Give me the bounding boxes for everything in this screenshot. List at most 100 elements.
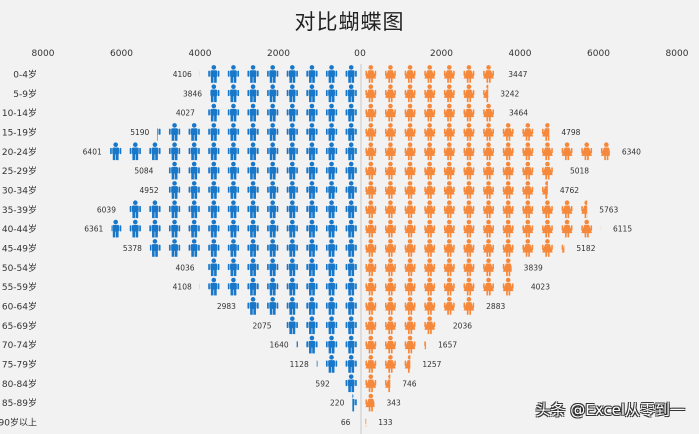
female-person-icon bbox=[404, 258, 416, 277]
male-person-icon bbox=[267, 65, 279, 83]
male-person-icon bbox=[247, 181, 259, 199]
female-person-icon bbox=[404, 161, 416, 180]
male-person-icon bbox=[345, 239, 357, 257]
female-person-icon bbox=[385, 239, 396, 257]
female-value-label: 746 bbox=[402, 379, 417, 388]
male-person-icon bbox=[168, 123, 181, 141]
female-person-icon bbox=[581, 200, 588, 219]
category-label: 5-9岁 bbox=[13, 88, 37, 100]
male-person-icon bbox=[227, 142, 240, 161]
right-axis-tick-label: 6000 bbox=[587, 49, 610, 59]
male-person-icon bbox=[286, 258, 298, 277]
male-person-icon bbox=[345, 84, 357, 103]
female-person-icon bbox=[581, 219, 593, 238]
category-label: 0-4岁 bbox=[13, 69, 37, 81]
male-value-label: 5190 bbox=[130, 128, 149, 137]
female-person-icon bbox=[600, 142, 610, 161]
male-person-icon bbox=[188, 142, 200, 161]
female-person-icon bbox=[385, 297, 396, 315]
male-person-icon bbox=[345, 123, 357, 141]
male-person-icon bbox=[208, 258, 220, 277]
male-person-icon bbox=[227, 123, 240, 141]
female-value-label: 1257 bbox=[422, 360, 441, 369]
male-person-icon bbox=[306, 277, 318, 296]
female-person-icon bbox=[365, 418, 367, 427]
male-person-icon bbox=[316, 360, 318, 367]
male-person-icon bbox=[306, 84, 318, 103]
male-person-icon bbox=[188, 123, 200, 141]
right-axis-tick-label: 0 bbox=[360, 49, 366, 59]
female-person-icon bbox=[522, 219, 534, 238]
male-person-icon bbox=[306, 65, 318, 83]
male-person-icon bbox=[208, 142, 220, 161]
female-person-icon bbox=[404, 181, 416, 199]
male-person-icon bbox=[286, 316, 298, 335]
male-person-icon bbox=[345, 142, 357, 161]
male-person-icon bbox=[286, 142, 298, 161]
male-person-icon bbox=[325, 200, 338, 219]
female-person-icon bbox=[365, 258, 377, 277]
male-person-icon bbox=[247, 258, 259, 277]
female-person-icon bbox=[385, 181, 396, 199]
male-person-icon bbox=[168, 142, 181, 161]
left-axis-tick-label: 0 bbox=[354, 49, 360, 59]
male-person-icon bbox=[208, 181, 220, 199]
male-person-icon bbox=[208, 277, 220, 296]
male-person-icon bbox=[267, 84, 279, 103]
female-person-icon bbox=[561, 142, 573, 161]
male-person-icon bbox=[286, 239, 298, 257]
female-person-icon bbox=[542, 239, 553, 257]
category-label: 45-49岁 bbox=[2, 242, 37, 254]
female-person-icon bbox=[502, 277, 514, 296]
male-person-icon bbox=[286, 65, 298, 83]
female-person-icon bbox=[600, 225, 602, 234]
male-value-label: 592 bbox=[315, 379, 330, 388]
male-person-icon bbox=[306, 123, 318, 141]
male-person-icon bbox=[352, 394, 357, 412]
male-person-icon bbox=[247, 239, 259, 257]
female-person-icon bbox=[463, 123, 475, 141]
female-person-icon bbox=[443, 181, 455, 199]
male-person-icon bbox=[267, 181, 279, 199]
female-value-label: 343 bbox=[386, 399, 401, 408]
left-axis-tick-label: 4000 bbox=[189, 49, 212, 59]
female-value-label: 4023 bbox=[531, 283, 550, 292]
female-person-icon bbox=[404, 65, 416, 83]
male-person-icon bbox=[227, 181, 240, 199]
male-person-icon bbox=[208, 123, 220, 141]
female-person-icon bbox=[502, 258, 512, 277]
female-person-icon bbox=[385, 335, 396, 354]
category-label: 90岁以上 bbox=[0, 416, 37, 428]
male-person-icon bbox=[208, 103, 220, 122]
male-person-icon bbox=[325, 258, 338, 277]
female-person-icon bbox=[443, 277, 455, 296]
female-value-label: 2036 bbox=[453, 321, 472, 330]
male-person-icon bbox=[247, 65, 259, 83]
female-person-icon bbox=[502, 181, 514, 199]
female-person-icon bbox=[424, 239, 436, 257]
female-person-icon bbox=[424, 258, 436, 277]
female-person-icon bbox=[463, 200, 475, 219]
female-person-icon bbox=[502, 239, 514, 257]
female-person-icon bbox=[581, 142, 593, 161]
male-person-icon bbox=[325, 219, 338, 238]
male-value-label: 6401 bbox=[83, 147, 102, 156]
male-person-icon bbox=[247, 277, 259, 296]
male-person-icon bbox=[267, 161, 279, 180]
male-person-icon bbox=[208, 161, 220, 180]
female-person-icon bbox=[483, 84, 489, 103]
male-value-label: 4952 bbox=[140, 186, 159, 195]
chart-title: 对比蝴蝶图 bbox=[294, 10, 405, 34]
female-value-label: 4798 bbox=[561, 128, 580, 137]
male-person-icon bbox=[210, 84, 220, 103]
female-person-icon bbox=[404, 200, 416, 219]
left-axis-tick-label: 8000 bbox=[32, 49, 55, 59]
male-person-icon bbox=[345, 335, 357, 354]
male-person-icon bbox=[286, 297, 298, 315]
female-person-icon bbox=[463, 84, 475, 103]
male-value-label: 4027 bbox=[176, 109, 195, 118]
female-person-icon bbox=[483, 219, 494, 238]
female-person-icon bbox=[385, 200, 396, 219]
female-person-icon bbox=[385, 161, 396, 180]
male-person-icon bbox=[267, 142, 279, 161]
